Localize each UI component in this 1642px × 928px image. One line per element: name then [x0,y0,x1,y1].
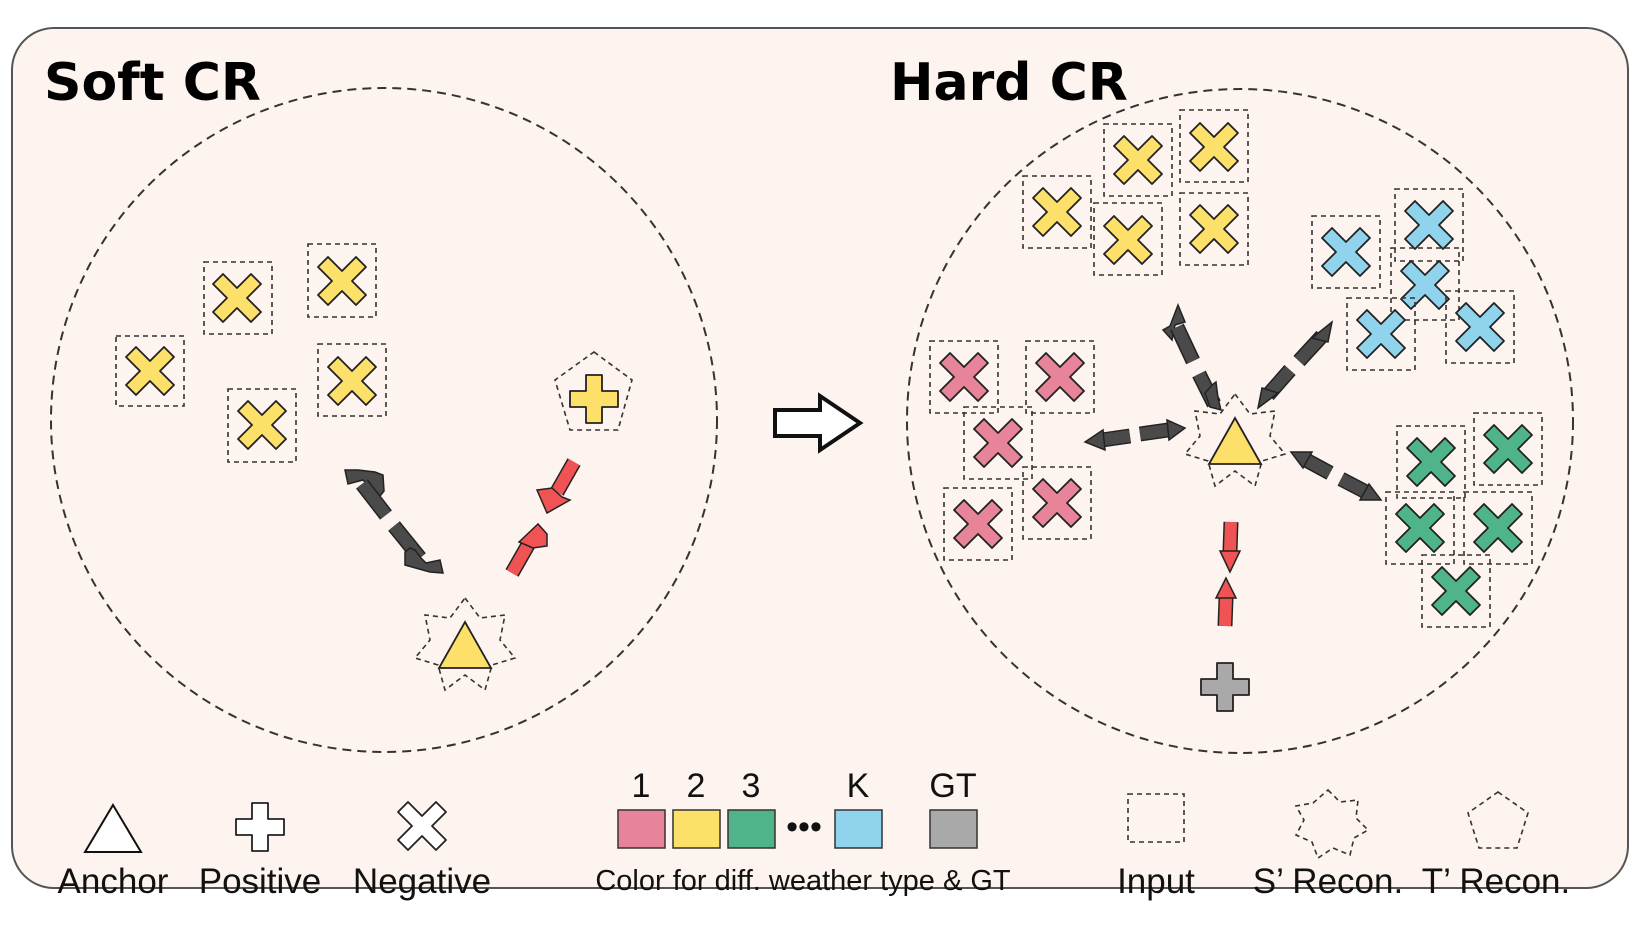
legend-anchor: Anchor [58,803,169,901]
triangle-icon [83,803,143,853]
legend-negative: Negative [353,801,491,901]
negative-sample [1473,412,1543,486]
pull-arrow-hard [1214,521,1242,627]
legend-s-recon: S’ Recon. [1253,788,1403,901]
color-swatch-GT [929,809,978,849]
negative-sample [1346,297,1416,371]
legend-color-keys: ••• 1 2 3 K GT Color for diff. weather t… [595,767,1011,897]
negative-sample [1022,466,1092,540]
negative-sample [1311,215,1381,289]
hollow-right-arrow-icon [773,392,864,454]
soft-cr-title: Soft CR [44,53,261,113]
negative-sample [1394,188,1464,262]
negative-sample [307,243,377,318]
negative-sample [1390,247,1460,321]
color-key-3: 3 [742,767,761,805]
legend-t-recon: T’ Recon. [1422,791,1570,901]
negative-sample [1445,290,1515,364]
negative-sample [115,335,185,407]
soft-negatives [115,243,387,463]
panel-background [11,27,1629,889]
hard-cr-title: Hard CR [890,53,1128,113]
color-key-K: K [847,767,870,805]
negative-sample [227,388,297,463]
soft-positive [554,351,633,431]
legend-negative-label: Negative [353,862,491,901]
negative-sample [1022,175,1092,249]
negative-sample [1385,491,1455,565]
push-arrow-hard-left [1083,418,1187,452]
soft-cr-embedding-circle [50,87,718,753]
color-key-GT: GT [929,767,976,805]
push-arrow-hard-upright [1256,320,1334,410]
color-key-1: 1 [632,767,651,805]
negative-sample [1103,123,1173,197]
legend-input: Input [1117,793,1195,901]
color-swatch-K [834,809,883,849]
negative-sample [1093,202,1163,276]
negative-sample [1179,192,1249,266]
legend-s-recon-label: S’ Recon. [1253,862,1403,901]
negative-sample [1421,554,1491,628]
color-key-2: 2 [687,767,706,805]
hard-negatives-yellow [1022,109,1249,276]
legend-positive: Positive [199,802,322,901]
colors-caption: Color for diff. weather type & GT [595,865,1011,897]
negative-sample [943,487,1013,561]
legend: Anchor Positive Negative ••• 1 2 3 K GT … [58,767,1571,901]
legend-positive-label: Positive [199,862,322,901]
hard-negatives-green [1385,412,1543,628]
dashed-pentagon-icon [1467,791,1529,849]
negative-sample [1463,491,1533,565]
dashed-square-icon [1127,793,1185,843]
negative-sample [1025,340,1095,414]
push-arrow-hard-downright [1289,451,1383,501]
soft-anchor [413,596,517,692]
legend-input-label: Input [1117,862,1195,901]
color-ellipsis: ••• [786,808,822,846]
hard-negatives-pink [929,340,1095,561]
negative-sample [963,406,1033,480]
negative-sample [203,261,273,335]
negative-sample [1179,109,1249,183]
color-swatch-1 [617,809,666,849]
hard-negatives-blue [1311,188,1515,371]
hard-anchor [1183,392,1287,488]
negative-sample [1396,425,1466,499]
push-arrow-hard-up [1161,302,1223,412]
color-swatch-3 [727,809,776,849]
pull-arrow-soft [505,458,581,577]
legend-t-recon-label: T’ Recon. [1422,862,1570,901]
negative-sample [317,343,387,417]
color-swatch-2 [672,809,721,849]
legend-anchor-label: Anchor [58,862,169,901]
hard-cr-embedding-circle [906,88,1574,754]
dashed-star-icon [1294,788,1370,860]
push-arrow-soft [344,469,444,574]
